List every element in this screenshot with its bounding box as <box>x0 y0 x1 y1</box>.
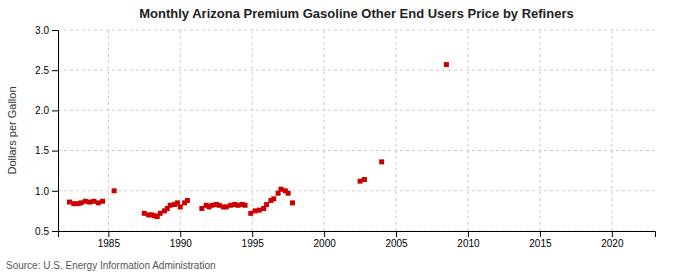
point <box>112 188 117 193</box>
x-tick-label: 2005 <box>385 238 408 249</box>
point <box>228 203 233 208</box>
x-axis-line <box>59 232 656 238</box>
y-axis-line <box>52 31 59 232</box>
y-grid-line <box>58 190 655 191</box>
x-axis: 1985 1990 1995 2000 2005 2010 2015 2020 <box>59 231 656 249</box>
title: Monthly Arizona Premium Gasoline Other E… <box>139 6 573 21</box>
x-tick: 2010 <box>457 231 480 249</box>
x-tick: 2005 <box>385 231 408 249</box>
y-axis: 0.5 1.0 1.5 2.0 2.5 3.0 <box>35 25 58 237</box>
x-tick: 2020 <box>601 231 624 249</box>
y-tick: 1.5 <box>35 145 58 156</box>
point <box>199 206 204 211</box>
y-tick: 3.0 <box>35 25 58 36</box>
point <box>217 203 222 208</box>
point <box>253 208 258 213</box>
x-grid-line <box>252 30 253 231</box>
y-tick-label: 2.0 <box>35 105 49 116</box>
point <box>100 199 105 204</box>
x-tick-label: 2020 <box>601 238 624 249</box>
point <box>271 196 276 201</box>
x-tick-mark <box>180 231 181 237</box>
y-tick-mark <box>52 110 58 111</box>
point <box>444 62 449 67</box>
point <box>290 200 295 205</box>
x-tick-mark <box>108 231 109 237</box>
x-tick-label: 2000 <box>314 238 337 249</box>
point <box>71 201 76 206</box>
x-tick: 1995 <box>242 231 265 249</box>
point <box>379 159 384 164</box>
point <box>168 203 173 208</box>
y-tick-mark <box>52 70 58 71</box>
x-tick-label: 2010 <box>457 238 480 249</box>
point <box>158 211 163 216</box>
x-grid-line <box>467 30 468 231</box>
x-tick: 2000 <box>314 231 337 249</box>
y-tick-mark <box>52 151 58 152</box>
point <box>264 202 269 207</box>
x-grid-line <box>108 30 109 231</box>
points <box>67 62 449 219</box>
x-grid-line <box>324 30 325 231</box>
point <box>235 203 240 208</box>
grid <box>58 30 655 231</box>
point <box>224 204 229 209</box>
x-grid-line <box>611 30 612 231</box>
y-grid-line <box>58 30 655 31</box>
y-grid-line <box>58 70 655 71</box>
chart-container: 1985 1990 1995 2000 2005 2010 2015 2020 0.5 1.0 1.… <box>0 0 675 275</box>
point <box>286 191 291 196</box>
x-tick-mark <box>396 231 397 237</box>
y-tick: 0.5 <box>35 226 58 237</box>
y-grid-line <box>58 150 655 151</box>
point <box>358 179 363 184</box>
y-tick-mark <box>52 231 58 232</box>
point <box>185 198 190 203</box>
y-tick-label: 0.5 <box>35 226 49 237</box>
x-tick: 1990 <box>170 231 193 249</box>
x-grid-line <box>396 30 397 231</box>
x-tick-mark <box>540 231 541 237</box>
x-tick-label: 1985 <box>98 238 121 249</box>
y-tick-label: 1.0 <box>35 186 49 197</box>
x-tick-mark <box>324 231 325 237</box>
x-tick-label: 1995 <box>242 238 265 249</box>
x-grid-line <box>539 30 540 231</box>
point <box>257 208 262 213</box>
x-tick: 1985 <box>98 231 121 249</box>
point <box>79 200 84 205</box>
point <box>248 211 253 216</box>
y-tick-label: 2.5 <box>35 65 49 76</box>
point <box>362 177 367 182</box>
point <box>87 200 92 205</box>
point <box>243 203 248 208</box>
y-tick-mark <box>52 30 58 31</box>
point <box>278 187 283 192</box>
y-tick-label: 1.5 <box>35 145 49 156</box>
point <box>96 200 101 205</box>
point <box>91 199 96 204</box>
x-tick-label: 1990 <box>170 238 193 249</box>
x-grid-line <box>180 30 181 231</box>
point <box>142 211 147 216</box>
y-tick: 2.5 <box>35 65 58 76</box>
x-tick-mark <box>612 231 613 237</box>
point <box>67 200 72 205</box>
x-tick-mark <box>252 231 253 237</box>
source-note: Source: U.S. Energy Information Administ… <box>6 260 216 271</box>
y-axis-title: Dollars per Gallon <box>6 86 18 174</box>
x-tick: 2015 <box>529 231 552 249</box>
y-tick-mark <box>52 191 58 192</box>
x-tick-label: 2015 <box>529 238 552 249</box>
y-tick: 1.0 <box>35 186 58 197</box>
point <box>178 204 183 209</box>
x-tick-mark <box>468 231 469 237</box>
y-tick: 2.0 <box>35 105 58 116</box>
point <box>83 199 88 204</box>
y-tick-label: 3.0 <box>35 25 49 36</box>
y-grid-line <box>58 110 655 111</box>
chart-svg: 1985 1990 1995 2000 2005 2010 2015 2020 0.5 1.0 1.… <box>0 0 675 275</box>
point <box>209 203 214 208</box>
